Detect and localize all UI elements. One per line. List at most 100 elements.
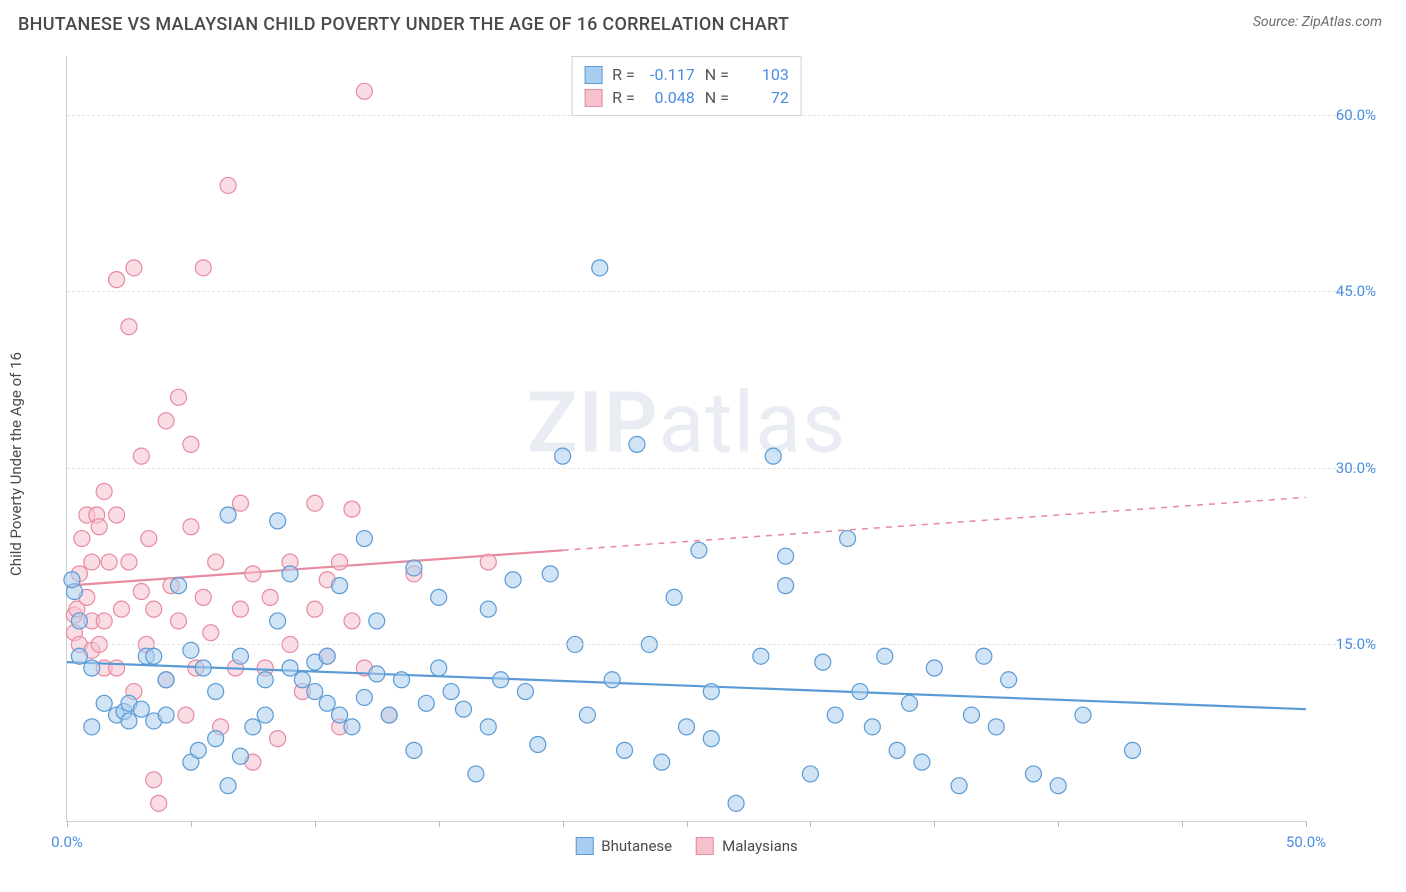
plot-area: ZIPatlas R = -0.117 N = 103 R = 0.048 N …: [66, 56, 1306, 822]
data-point: [889, 742, 905, 758]
data-point: [778, 578, 794, 594]
data-point: [101, 554, 117, 570]
x-tick: [563, 821, 564, 827]
data-point: [369, 666, 385, 682]
legend-label-malaysians: Malaysians: [722, 837, 798, 855]
data-point: [84, 719, 100, 735]
data-point: [133, 584, 149, 600]
data-point: [171, 389, 187, 405]
data-point: [220, 177, 236, 193]
x-tick-label: 0.0%: [51, 833, 83, 851]
data-point: [146, 601, 162, 617]
data-point: [914, 754, 930, 770]
data-point: [183, 436, 199, 452]
data-point: [208, 684, 224, 700]
data-point: [356, 83, 372, 99]
x-tick: [191, 821, 192, 827]
data-point: [691, 542, 707, 558]
data-point: [71, 613, 87, 629]
y-axis-label: Child Poverty Under the Age of 16: [7, 352, 25, 576]
data-point: [505, 572, 521, 588]
data-point: [158, 672, 174, 688]
plot-svg: [67, 56, 1306, 821]
data-point: [332, 578, 348, 594]
data-point: [195, 589, 211, 605]
data-point: [455, 701, 471, 717]
x-tick: [1306, 821, 1307, 827]
data-point: [406, 560, 422, 576]
data-point: [220, 507, 236, 523]
data-point: [815, 654, 831, 670]
data-point: [146, 648, 162, 664]
data-point: [703, 731, 719, 747]
data-point: [728, 795, 744, 811]
data-point: [902, 695, 918, 711]
stats-legend-box: R = -0.117 N = 103 R = 0.048 N = 72: [571, 56, 802, 116]
stat-n-label: N =: [705, 65, 729, 84]
data-point: [91, 519, 107, 535]
data-point: [319, 695, 335, 711]
x-tick: [810, 821, 811, 827]
stats-row-bhutanese: R = -0.117 N = 103: [584, 63, 789, 86]
stat-r-label: R =: [612, 88, 635, 107]
y-tick-label: 30.0%: [1316, 459, 1376, 477]
data-point: [802, 766, 818, 782]
data-point: [146, 772, 162, 788]
data-point: [951, 778, 967, 794]
source-attribution: Source: ZipAtlas.com: [1253, 14, 1382, 30]
data-point: [864, 719, 880, 735]
stat-r-label: R =: [612, 65, 635, 84]
chart-header: BHUTANESE VS MALAYSIAN CHILD POVERTY UND…: [0, 0, 1406, 45]
data-point: [270, 613, 286, 629]
data-point: [190, 742, 206, 758]
data-point: [245, 719, 261, 735]
data-point: [629, 436, 645, 452]
data-point: [840, 531, 856, 547]
data-point: [468, 766, 484, 782]
data-point: [555, 448, 571, 464]
x-tick: [439, 821, 440, 827]
data-point: [270, 731, 286, 747]
x-tick: [1182, 821, 1183, 827]
data-point: [307, 601, 323, 617]
data-point: [257, 672, 273, 688]
data-point: [703, 684, 719, 700]
x-tick: [687, 821, 688, 827]
data-point: [183, 519, 199, 535]
x-tick-label: 50.0%: [1286, 833, 1326, 851]
data-point: [493, 672, 509, 688]
data-point: [178, 707, 194, 723]
data-point: [530, 737, 546, 753]
data-point: [84, 554, 100, 570]
x-tick: [934, 821, 935, 827]
data-point: [679, 719, 695, 735]
gridline-h: [67, 644, 1376, 645]
data-point: [282, 660, 298, 676]
data-point: [294, 672, 310, 688]
data-point: [307, 495, 323, 511]
data-point: [480, 554, 496, 570]
data-point: [356, 531, 372, 547]
swatch-bhutanese: [584, 66, 602, 84]
data-point: [158, 413, 174, 429]
data-point: [232, 601, 248, 617]
data-point: [133, 448, 149, 464]
gridline-h: [67, 291, 1376, 292]
data-point: [114, 601, 130, 617]
data-point: [121, 554, 137, 570]
data-point: [406, 742, 422, 758]
data-point: [344, 613, 360, 629]
data-point: [976, 648, 992, 664]
data-point: [208, 731, 224, 747]
x-tick: [67, 821, 68, 827]
legend-label-bhutanese: Bhutanese: [601, 837, 672, 855]
data-point: [344, 501, 360, 517]
data-point: [1075, 707, 1091, 723]
data-point: [270, 513, 286, 529]
chart-container: Child Poverty Under the Age of 16 ZIPatl…: [46, 56, 1386, 872]
data-point: [344, 719, 360, 735]
data-point: [579, 707, 595, 723]
data-point: [96, 613, 112, 629]
stat-n-value-malaysians: 72: [739, 88, 789, 107]
stat-r-value-bhutanese: -0.117: [645, 65, 695, 84]
